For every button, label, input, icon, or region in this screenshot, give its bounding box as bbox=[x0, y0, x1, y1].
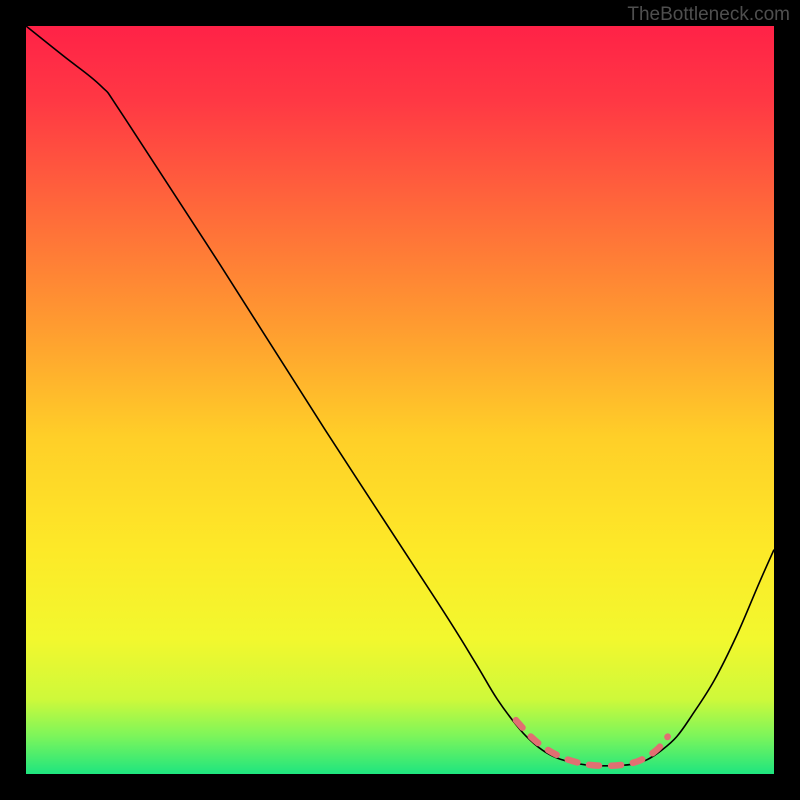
frame-left bbox=[0, 0, 26, 800]
watermark-text: TheBottleneck.com bbox=[627, 4, 790, 26]
frame-bottom bbox=[0, 774, 800, 800]
image-root: TheBottleneck.com bbox=[0, 0, 800, 800]
plot-area bbox=[26, 26, 774, 774]
frame-right bbox=[774, 0, 800, 800]
plot-svg bbox=[26, 26, 774, 774]
